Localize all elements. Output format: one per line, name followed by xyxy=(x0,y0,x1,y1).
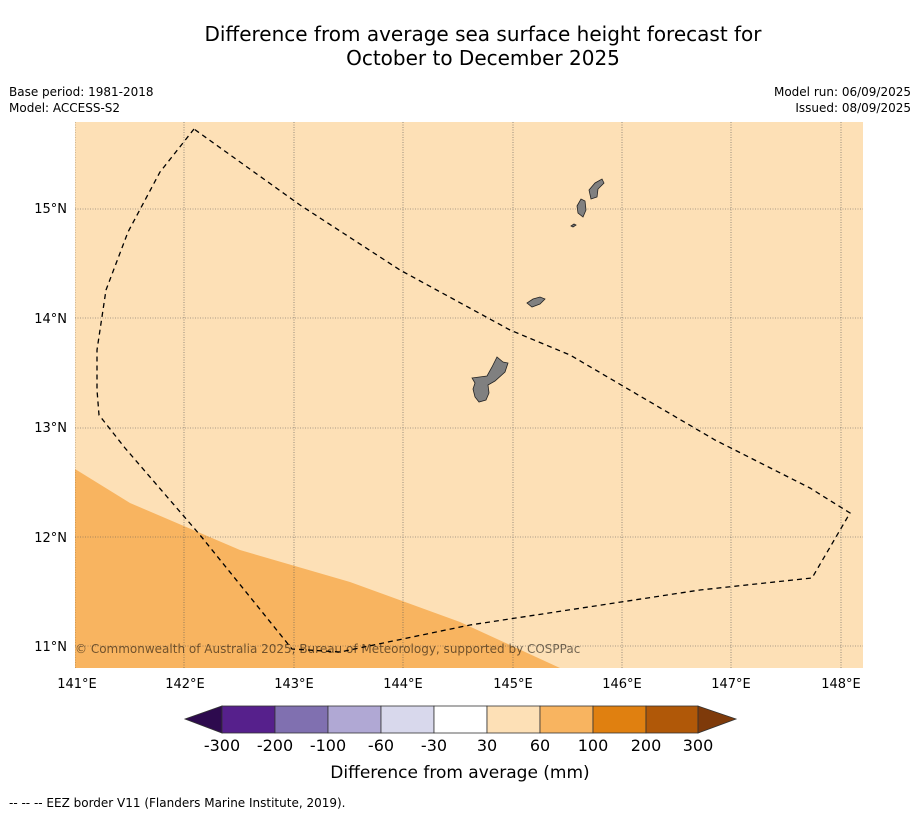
colorbar-segment xyxy=(433,705,488,734)
copyright-note: © Commonwealth of Australia 2025, Bureau… xyxy=(75,642,580,656)
colorbar-tick: -200 xyxy=(257,736,293,755)
colorbar-segment xyxy=(486,705,541,734)
colorbar xyxy=(183,705,738,734)
colorbar-segment xyxy=(327,705,382,734)
lon-label: 146°E xyxy=(602,677,642,692)
lon-label: 145°E xyxy=(493,677,533,692)
lon-label: 147°E xyxy=(711,677,751,692)
lon-labels: 141°E 142°E 143°E 144°E 145°E 146°E 147°… xyxy=(57,677,861,692)
lon-label: 143°E xyxy=(274,677,314,692)
lon-label: 141°E xyxy=(57,677,97,692)
colorbar-segment xyxy=(274,705,329,734)
land-masses xyxy=(471,178,605,403)
colorbar-tick: 100 xyxy=(578,736,609,755)
colorbar-title: Difference from average (mm) xyxy=(330,763,589,783)
issued-date: Issued: 08/09/2025 xyxy=(795,101,911,115)
island-saipan xyxy=(588,178,605,200)
colorbar-tick: 30 xyxy=(477,736,497,755)
lat-label: 12°N xyxy=(34,531,67,546)
lat-label: 15°N xyxy=(34,202,67,217)
eez-footnote: -- -- -- EEZ border V11 (Flanders Marine… xyxy=(9,796,346,810)
island-tinian xyxy=(576,198,587,218)
gridlines xyxy=(75,122,863,668)
colorbar-segment xyxy=(380,705,435,734)
colorbar-segment xyxy=(221,705,276,734)
lat-label: 14°N xyxy=(34,312,67,327)
island-aguijan xyxy=(570,223,577,228)
sea-level-band-60-100 xyxy=(75,469,560,668)
colorbar-tick: 200 xyxy=(631,736,662,755)
title-line-2: October to December 2025 xyxy=(346,46,620,70)
title-line-1: Difference from average sea surface heig… xyxy=(204,22,762,46)
colorbar-tick: 300 xyxy=(683,736,714,755)
lat-label: 13°N xyxy=(34,421,67,436)
lon-label: 148°E xyxy=(821,677,861,692)
base-period: Base period: 1981-2018 xyxy=(9,85,154,99)
lat-labels: 15°N 14°N 13°N 12°N 11°N xyxy=(34,202,67,655)
eez-border xyxy=(96,128,851,653)
colorbar-tick: -100 xyxy=(310,736,346,755)
lon-label: 142°E xyxy=(165,677,205,692)
colorbar-tick: -300 xyxy=(204,736,240,755)
model-run: Model run: 06/09/2025 xyxy=(773,85,911,99)
colorbar-ticks: -300 -200 -100 -60 -30 30 60 100 200 300 xyxy=(204,736,713,755)
lon-label: 144°E xyxy=(383,677,423,692)
colorbar-extend-low xyxy=(183,705,223,734)
chart-title: Difference from average sea surface heig… xyxy=(0,22,919,70)
island-guam xyxy=(471,356,509,403)
colorbar-extend-high xyxy=(697,705,738,734)
map-area: © Commonwealth of Australia 2025, Bureau… xyxy=(75,122,863,668)
island-rota xyxy=(526,296,546,308)
colorbar-tick: -30 xyxy=(421,736,447,755)
lat-label: 11°N xyxy=(34,640,67,655)
colorbar-segment xyxy=(645,705,699,734)
colorbar-segment xyxy=(592,705,647,734)
model-name: Model: ACCESS-S2 xyxy=(9,101,121,115)
meta-left: Base period: 1981-2018 Model: ACCESS-S2 xyxy=(9,84,154,116)
meta-right: Model run: 06/09/2025 Issued: 08/09/2025 xyxy=(774,84,911,116)
colorbar-tick: 60 xyxy=(530,736,550,755)
colorbar-segment xyxy=(539,705,594,734)
colorbar-tick: -60 xyxy=(368,736,394,755)
